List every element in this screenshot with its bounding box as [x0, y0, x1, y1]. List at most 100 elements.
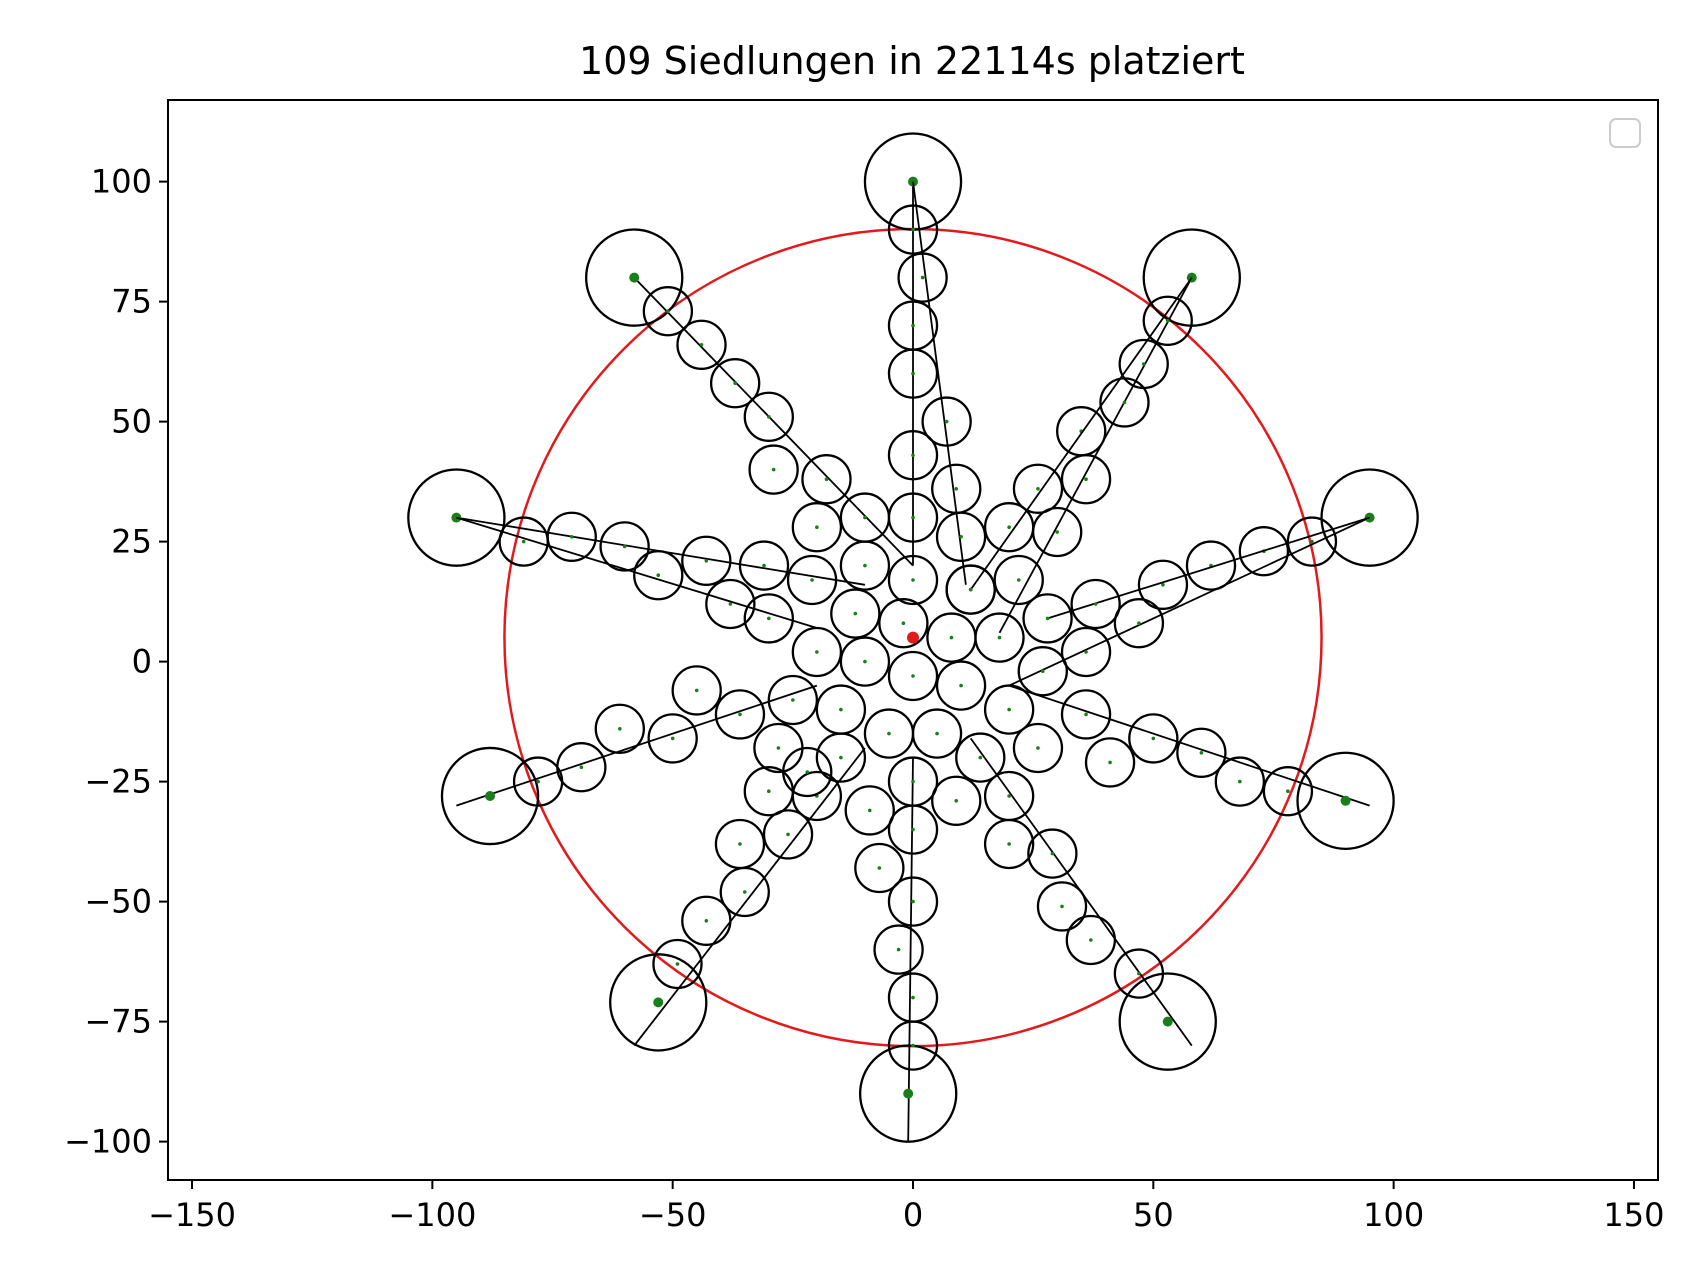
settlement-point	[1060, 904, 1064, 909]
settlement-point	[1238, 779, 1242, 784]
tip-settlement-point	[653, 997, 664, 1008]
settlement-circle	[887, 650, 939, 702]
settlement-point	[704, 919, 709, 923]
settlement-circle	[1017, 646, 1068, 697]
settlement-point	[675, 962, 680, 966]
settlement-circle	[762, 809, 814, 860]
settlement-point	[949, 635, 954, 640]
settlement-point	[805, 770, 810, 774]
settlement-circle	[671, 665, 722, 716]
settlement-point	[699, 343, 704, 347]
settlement-point	[911, 995, 915, 1000]
settlement-circle	[887, 348, 939, 399]
settlement-point	[839, 755, 843, 760]
settlement-circle	[1099, 377, 1150, 428]
settlement-circle	[647, 713, 698, 764]
settlement-point	[786, 832, 790, 837]
settlement-point	[771, 467, 776, 472]
y-tick-label: −75	[84, 1003, 152, 1041]
settlement-point	[738, 842, 742, 846]
settlement-circle	[1012, 463, 1064, 514]
plot-content	[407, 132, 1419, 1143]
settlement-circle	[830, 588, 881, 639]
settlement-circle	[791, 626, 843, 678]
settlement-circle	[791, 770, 843, 822]
arm-line	[1008, 516, 1370, 687]
settlement-circle	[1060, 626, 1112, 678]
settlement-point	[863, 659, 867, 664]
settlement-point	[767, 415, 771, 419]
settlement-point	[1084, 650, 1088, 654]
tip-settlement-circle	[1296, 751, 1395, 851]
settlement-circle	[767, 674, 819, 726]
settlement-point	[704, 559, 709, 563]
tip-settlement-point	[1162, 1016, 1173, 1027]
settlement-circle	[1012, 722, 1064, 774]
settlement-point	[853, 611, 858, 616]
arm-line	[456, 516, 818, 629]
settlement-point	[1161, 583, 1165, 587]
settlement-circle	[873, 924, 924, 975]
settlement-circle	[1176, 727, 1227, 778]
settlement-point	[1286, 789, 1290, 793]
settlement-point	[959, 535, 963, 539]
settlement-point	[911, 674, 915, 678]
settlement-point	[896, 947, 901, 952]
settlement-circle	[1113, 948, 1165, 999]
settlement-point	[622, 544, 627, 549]
settlement-point	[1040, 669, 1045, 673]
settlement-circle	[921, 396, 972, 447]
settlement-point	[1036, 487, 1040, 491]
settlement-point	[776, 746, 781, 750]
settlement-point	[1122, 400, 1127, 405]
settlement-circle	[801, 454, 852, 505]
settlement-circle	[681, 895, 732, 946]
settlement-point	[1055, 530, 1059, 534]
settlement-point	[911, 371, 915, 376]
settlement-point	[911, 323, 915, 328]
x-tick-label: 0	[903, 1196, 923, 1234]
arm-line	[912, 181, 967, 585]
settlement-circle	[705, 578, 756, 630]
settlement-point	[1045, 616, 1050, 621]
settlement-circle	[911, 708, 963, 759]
settlement-circle	[743, 391, 794, 442]
settlement-point	[901, 621, 906, 625]
settlement-point	[867, 808, 872, 813]
settlement-point	[767, 789, 771, 793]
settlement-point	[877, 866, 882, 870]
y-tick-label: 75	[111, 283, 152, 321]
y-tick-label: −25	[84, 763, 152, 801]
settlement-point	[978, 755, 983, 760]
settlement-point	[521, 539, 526, 544]
settlement-circle	[652, 938, 703, 990]
settlement-circle	[1128, 713, 1179, 764]
settlement-point	[1016, 578, 1021, 582]
settlement-point	[1050, 851, 1055, 856]
settlement-point	[911, 827, 915, 832]
settlement-point	[815, 525, 819, 529]
settlement-point	[733, 381, 737, 386]
settlement-circle	[983, 502, 1035, 553]
settlement-circle	[983, 684, 1035, 735]
settlement-point	[738, 712, 742, 717]
settlement-circle	[887, 554, 939, 606]
settlement-point	[968, 587, 973, 592]
settlement-point	[1036, 746, 1040, 750]
tip-settlement-point	[629, 272, 640, 283]
settlement-circle	[887, 756, 939, 807]
settlement-point	[1137, 621, 1141, 625]
settlement-point	[1137, 971, 1141, 976]
settlement-point	[618, 727, 622, 731]
settlement-circle	[1142, 295, 1193, 346]
settlement-circle	[887, 972, 939, 1023]
settlement-circle	[1060, 689, 1112, 740]
settlement-point	[911, 899, 915, 904]
settlement-point	[694, 688, 699, 693]
settlement-point	[824, 477, 829, 482]
settlement-circle	[546, 511, 597, 562]
x-axis: −150 −100 −50 0 50 100 150	[148, 1180, 1665, 1234]
settlement-point	[935, 731, 939, 736]
settlement-circle	[676, 319, 727, 370]
